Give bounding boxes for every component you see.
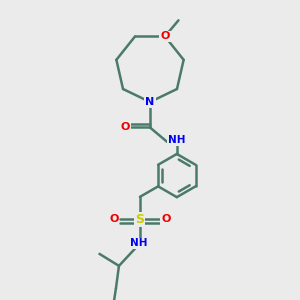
- Text: S: S: [135, 213, 144, 226]
- Text: O: O: [160, 32, 170, 41]
- Text: O: O: [120, 122, 130, 133]
- Text: N: N: [146, 97, 154, 107]
- Text: NH: NH: [130, 238, 147, 248]
- Text: O: O: [109, 214, 119, 224]
- Text: NH: NH: [168, 136, 186, 146]
- Text: O: O: [161, 214, 171, 224]
